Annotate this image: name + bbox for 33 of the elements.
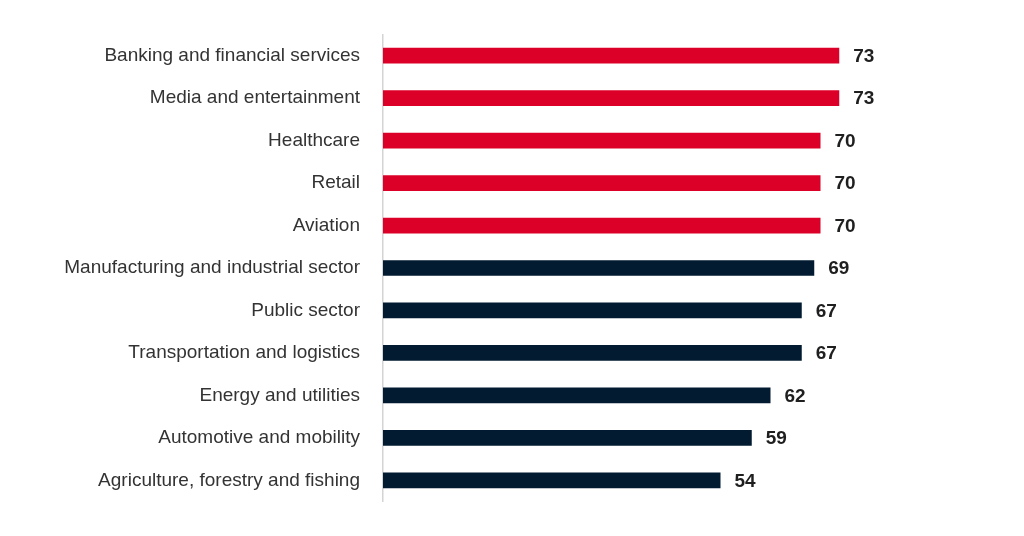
y-tick-label: Media and entertainment <box>149 86 361 108</box>
y-tick-label: Retail <box>311 171 360 193</box>
data-label: 54 <box>734 469 757 491</box>
y-tick-label: Agriculture, forestry and fishing <box>98 468 360 490</box>
data-label: 70 <box>834 214 856 236</box>
bar <box>383 260 815 276</box>
bar <box>383 302 802 319</box>
data-label: 73 <box>853 87 875 109</box>
data-label: 62 <box>784 384 806 406</box>
data-label: 70 <box>834 172 856 194</box>
data-label: 73 <box>853 44 875 66</box>
bar <box>383 90 840 106</box>
bar <box>383 472 721 489</box>
data-label: 69 <box>828 257 850 279</box>
bar <box>383 175 821 191</box>
y-tick-label: Automotive and mobility <box>158 426 361 448</box>
bar <box>383 132 821 149</box>
y-tick-label: Healthcare <box>268 128 360 150</box>
bar <box>383 345 802 361</box>
data-label: 67 <box>815 299 837 321</box>
y-tick-label: Public sector <box>251 298 361 320</box>
bar <box>383 217 821 234</box>
bar <box>383 47 840 64</box>
y-tick-label: Aviation <box>292 213 360 235</box>
data-label: 67 <box>815 342 837 364</box>
data-label: 59 <box>765 427 787 449</box>
bar <box>383 387 771 404</box>
data-label: 70 <box>834 129 856 151</box>
bar <box>383 430 752 446</box>
y-tick-label: Transportation and logistics <box>128 341 360 363</box>
y-tick-label: Banking and financial services <box>104 43 360 65</box>
y-tick-label: Manufacturing and industrial sector <box>64 256 361 278</box>
y-tick-label: Energy and utilities <box>199 383 360 405</box>
